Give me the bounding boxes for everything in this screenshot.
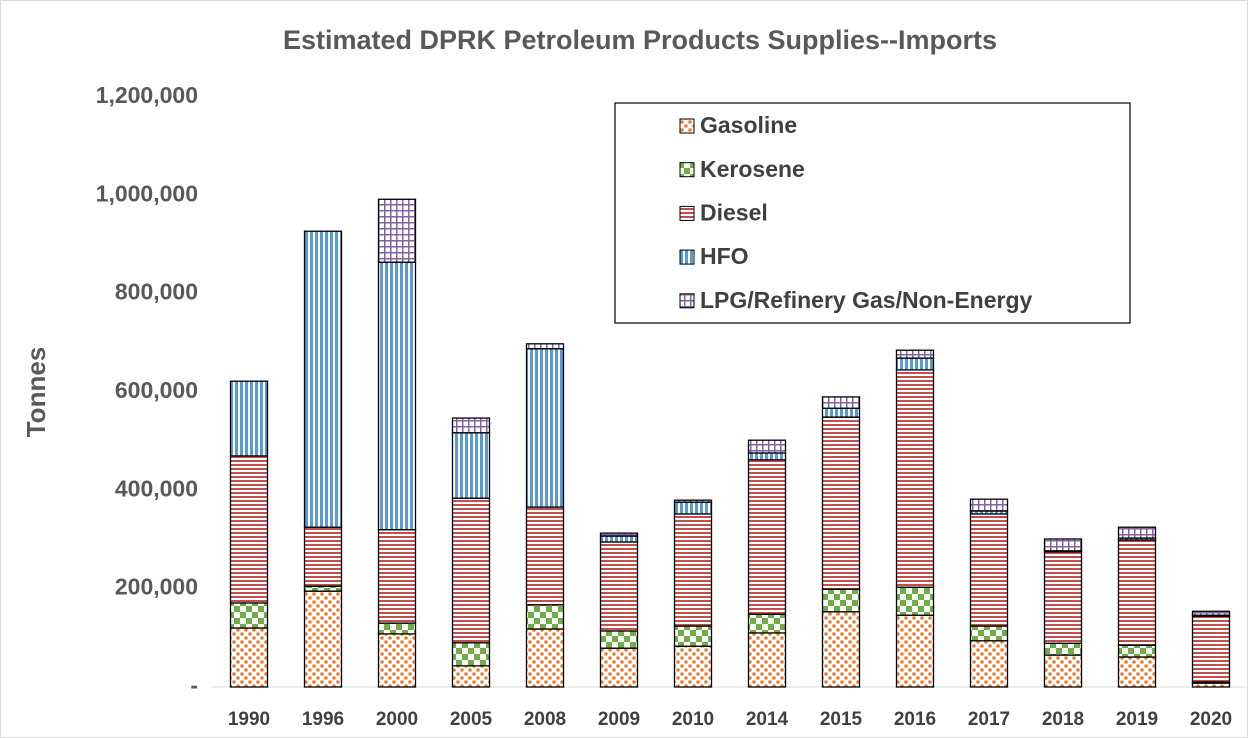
bar-segment bbox=[525, 506, 565, 606]
x-tick-label: 2000 bbox=[376, 709, 418, 730]
legend-label: Gasoline bbox=[700, 112, 797, 138]
bar-segment bbox=[821, 416, 861, 590]
bar-segment bbox=[1191, 615, 1231, 683]
chart-title: Estimated DPRK Petroleum Products Suppli… bbox=[283, 25, 997, 55]
legend-label: Kerosene bbox=[700, 156, 805, 182]
legend-box bbox=[614, 102, 1131, 324]
bar-segment bbox=[969, 513, 1009, 627]
bar-segment bbox=[895, 614, 935, 688]
bar-segment bbox=[525, 343, 565, 350]
y-tick-label: 400,000 bbox=[115, 475, 198, 501]
x-tick-label: 2020 bbox=[1190, 709, 1232, 730]
legend-swatch bbox=[679, 118, 695, 134]
bar-segment bbox=[747, 613, 787, 634]
bar-segment bbox=[599, 535, 639, 543]
y-tick-label: 1,000,000 bbox=[96, 180, 198, 206]
bar-segment bbox=[1043, 654, 1083, 688]
x-tick-label: 2018 bbox=[1042, 709, 1084, 730]
x-tick-label: 2005 bbox=[450, 709, 493, 730]
bar-segment bbox=[673, 513, 713, 627]
bar-segment bbox=[747, 632, 787, 688]
bar-segment bbox=[303, 230, 343, 528]
bar-segment bbox=[747, 439, 787, 454]
bar-segment bbox=[229, 455, 269, 604]
bar-segment bbox=[1043, 642, 1083, 656]
bar-segment bbox=[451, 642, 491, 667]
legend-label: LPG/Refinery Gas/Non-Energy bbox=[700, 287, 1033, 313]
bar-segment bbox=[525, 348, 565, 508]
bar-segment bbox=[895, 369, 935, 588]
y-tick-label: 1,200,000 bbox=[96, 82, 198, 108]
bar-segment bbox=[1117, 644, 1157, 658]
x-tick-label: 1990 bbox=[228, 709, 270, 730]
bar-segment bbox=[599, 541, 639, 632]
bar-segment bbox=[821, 588, 861, 613]
bar-segment bbox=[303, 585, 343, 592]
bar-segment bbox=[821, 407, 861, 418]
bar-segment bbox=[377, 622, 417, 635]
bar-segment bbox=[377, 261, 417, 531]
x-tick-label: 2014 bbox=[746, 709, 789, 730]
x-tick-label: 2009 bbox=[598, 709, 640, 730]
y-tick-label: - bbox=[190, 672, 198, 698]
bar-segment bbox=[969, 625, 1009, 642]
bar-segment bbox=[747, 459, 787, 615]
x-tick-label: 2019 bbox=[1116, 709, 1158, 730]
bar-segment bbox=[673, 625, 713, 647]
bar-segment bbox=[1043, 538, 1083, 552]
bar-segment bbox=[895, 586, 935, 616]
legend-swatch bbox=[679, 162, 695, 178]
bar-segment bbox=[747, 452, 787, 461]
bar-segment bbox=[451, 417, 491, 434]
bar-segment bbox=[599, 630, 639, 649]
x-tick-label: 1996 bbox=[302, 709, 344, 730]
bar-segment bbox=[673, 645, 713, 688]
y-tick-label: 800,000 bbox=[115, 279, 198, 305]
y-tick-label: 600,000 bbox=[115, 377, 198, 403]
x-tick-label: 2015 bbox=[820, 709, 863, 730]
bar-segment bbox=[1117, 656, 1157, 688]
bar-segment bbox=[451, 665, 491, 688]
bar-segment bbox=[821, 396, 861, 409]
bar-segment bbox=[969, 498, 1009, 512]
legend-swatch bbox=[679, 205, 695, 221]
bar-segment bbox=[673, 499, 713, 503]
bar-segment bbox=[303, 590, 343, 688]
x-tick-label: 2008 bbox=[524, 709, 566, 730]
bar-segment bbox=[229, 627, 269, 688]
bar-segment bbox=[673, 501, 713, 515]
bar-segment bbox=[895, 349, 935, 359]
bar-segment bbox=[229, 380, 269, 457]
bar-segment bbox=[895, 357, 935, 371]
bar-segment bbox=[303, 526, 343, 587]
legend-swatch bbox=[679, 293, 695, 309]
y-tick-label: 200,000 bbox=[115, 574, 198, 600]
bar-segment bbox=[1117, 526, 1157, 539]
bar-segment bbox=[451, 497, 491, 644]
bar-segment bbox=[821, 611, 861, 688]
bar-segment bbox=[1117, 539, 1157, 646]
bar-segment bbox=[599, 532, 639, 537]
bar-segment bbox=[525, 604, 565, 630]
bar-segment bbox=[377, 198, 417, 263]
x-tick-label: 2010 bbox=[672, 709, 714, 730]
bar-segment bbox=[969, 640, 1009, 688]
legend-label: HFO bbox=[700, 243, 749, 269]
bar-segment bbox=[1043, 551, 1083, 644]
bar-segment bbox=[377, 529, 417, 624]
bar-segment bbox=[377, 633, 417, 688]
x-tick-label: 2017 bbox=[968, 709, 1010, 730]
x-tick-label: 2016 bbox=[894, 709, 936, 730]
y-axis-label: Tonnes bbox=[21, 347, 51, 438]
bar-segment bbox=[1191, 610, 1231, 616]
bar-segment bbox=[229, 602, 269, 629]
legend-label: Diesel bbox=[700, 199, 768, 225]
bar-segment bbox=[451, 432, 491, 499]
bar-segment bbox=[525, 628, 565, 688]
bar-segment bbox=[599, 647, 639, 688]
legend-swatch bbox=[679, 249, 695, 265]
